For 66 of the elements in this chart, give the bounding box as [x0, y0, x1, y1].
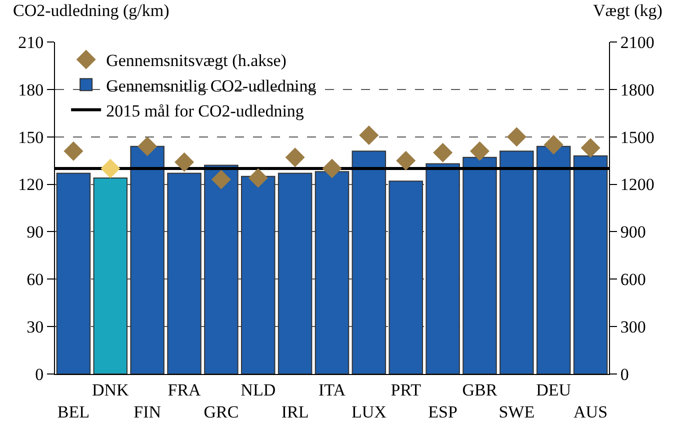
x-tick-label: BEL — [57, 402, 90, 422]
point — [100, 158, 120, 178]
x-tick-label: GRC — [204, 402, 239, 422]
point — [285, 148, 305, 168]
y-tick-label: 30 — [26, 318, 44, 337]
point — [470, 141, 490, 161]
x-tick-label: ITA — [318, 380, 346, 400]
y-tick-label: 150 — [18, 128, 44, 147]
bar — [93, 177, 128, 374]
y-tick-label: 210 — [18, 32, 44, 52]
bar — [462, 156, 497, 374]
y2-tick-label: 2100 — [620, 32, 654, 52]
bar — [130, 146, 164, 374]
x-tick-label: DNK — [92, 380, 130, 400]
bar — [536, 146, 571, 374]
x-tick-label: GBR — [462, 380, 498, 400]
y2-tick-label: 0 — [620, 364, 629, 384]
y2-tick-label: 600 — [620, 270, 646, 290]
point — [211, 170, 231, 190]
point — [433, 142, 453, 162]
point — [138, 136, 158, 156]
y2-axis-title: Vægt (kg) — [593, 1, 662, 20]
x-tick-label: FRA — [168, 380, 202, 400]
bar — [56, 172, 91, 374]
bar — [241, 176, 276, 374]
bar — [352, 150, 386, 374]
bar — [278, 172, 312, 374]
bar — [500, 150, 534, 374]
x-tick-label: ESP — [428, 402, 458, 422]
legend-label: 2015 mål for CO2-udledning — [106, 101, 304, 120]
point — [359, 126, 379, 146]
x-tick-label: SWE — [498, 402, 535, 422]
y-tick-label: 90 — [26, 222, 44, 242]
x-tick-label: IRL — [281, 402, 309, 422]
x-tick-label: AUS — [574, 402, 608, 422]
bar — [314, 171, 350, 374]
point — [506, 127, 526, 147]
point — [544, 135, 564, 155]
point — [396, 150, 416, 170]
y2-tick-label: 1800 — [620, 80, 654, 100]
x-tick-label: DEU — [536, 380, 572, 400]
y2-tick-label: 900 — [620, 222, 646, 242]
y-tick-label: 60 — [26, 270, 44, 290]
y-tick-label: 0 — [35, 364, 44, 384]
bar — [388, 180, 423, 374]
y-tick-label: 180 — [18, 80, 44, 100]
y2-tick-label: 300 — [620, 318, 646, 337]
bar — [204, 164, 238, 374]
x-tick-label: LUX — [351, 402, 386, 422]
x-tick-label: PRT — [390, 380, 422, 400]
bar — [167, 172, 202, 374]
x-tick-label: NLD — [240, 380, 276, 400]
bar — [426, 163, 460, 374]
y2-tick-label: 1500 — [620, 128, 654, 147]
legend-label: Gennemsnitsvægt (h.akse) — [106, 51, 286, 70]
bar — [573, 155, 608, 374]
point — [64, 141, 84, 161]
point — [322, 158, 342, 178]
legend-label: Gennemsnitlig CO2-udledning — [106, 76, 317, 96]
point — [248, 168, 268, 188]
y-axis-title: CO2-udledning (g/km) — [13, 1, 170, 20]
point — [580, 138, 600, 158]
y2-tick-label: 1200 — [620, 175, 654, 194]
point — [174, 152, 194, 172]
x-tick-label: FIN — [134, 402, 162, 422]
y-tick-label: 120 — [18, 175, 44, 194]
